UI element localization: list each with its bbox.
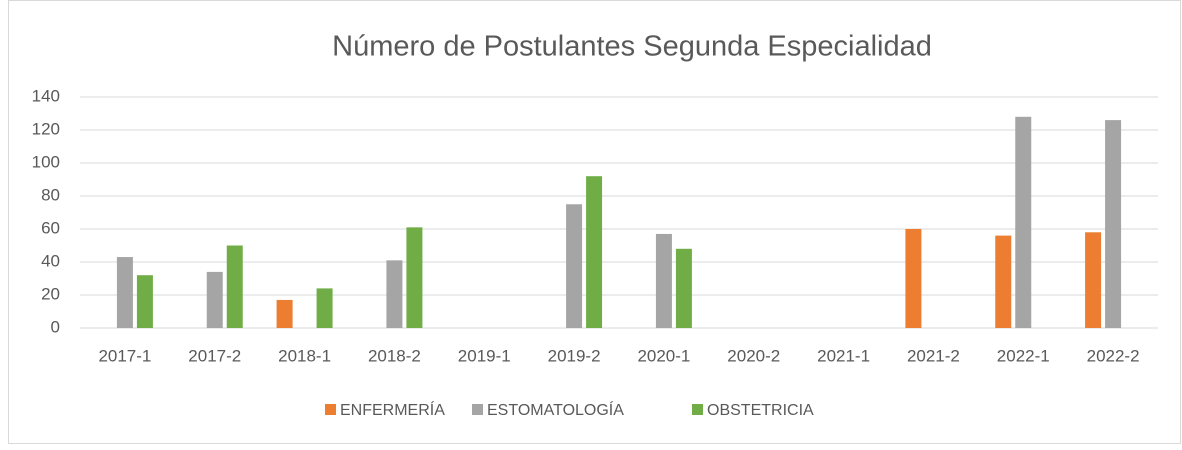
bar: [406, 227, 423, 328]
x-tick-label: 2020-2: [727, 346, 780, 365]
x-tick-label: 2018-1: [278, 346, 331, 365]
bar: [1105, 120, 1122, 328]
x-tick-label: 2019-1: [458, 346, 511, 365]
x-tick-label: 2021-2: [907, 346, 960, 365]
x-tick-label: 2021-1: [817, 346, 870, 365]
bar: [226, 245, 243, 328]
legend-swatch: [472, 404, 483, 415]
legend-label: OBSTETRICIA: [707, 402, 814, 419]
bar: [1085, 232, 1102, 328]
y-tick-label: 100: [32, 152, 60, 171]
bar: [1015, 116, 1032, 328]
bar: [566, 204, 583, 328]
bar: [116, 257, 133, 328]
chart-title: Número de Postulantes Segunda Especialid…: [332, 31, 932, 63]
bar: [136, 275, 153, 328]
x-tick-label: 2022-1: [997, 346, 1050, 365]
legend-swatch: [692, 404, 703, 415]
x-tick-label: 2017-1: [98, 346, 151, 365]
chart-border: [8, 0, 1181, 444]
x-tick-label: 2020-1: [637, 346, 690, 365]
y-tick-label: 120: [32, 119, 60, 138]
bar: [995, 235, 1012, 328]
legend-swatch: [325, 404, 336, 415]
y-tick-label: 0: [51, 317, 60, 336]
x-tick-label: 2017-2: [188, 346, 241, 365]
legend-label: ESTOMATOLOGÍA: [487, 400, 624, 419]
y-tick-label: 20: [41, 284, 60, 303]
x-tick-label: 2019-2: [548, 346, 601, 365]
legend-label: ENFERMERÍA: [340, 400, 445, 419]
bar: [586, 176, 603, 328]
bar: [386, 260, 403, 328]
y-tick-label: 140: [32, 86, 60, 105]
bar: [675, 248, 692, 328]
bar: [206, 271, 223, 328]
x-tick-label: 2022-2: [1087, 346, 1140, 365]
x-tick-label: 2018-2: [368, 346, 421, 365]
bar: [655, 233, 672, 328]
y-tick-label: 60: [41, 218, 60, 237]
bar: [276, 299, 293, 328]
y-tick-label: 40: [41, 251, 60, 270]
bar: [905, 229, 922, 328]
bar: [316, 288, 333, 328]
y-tick-label: 80: [41, 185, 60, 204]
